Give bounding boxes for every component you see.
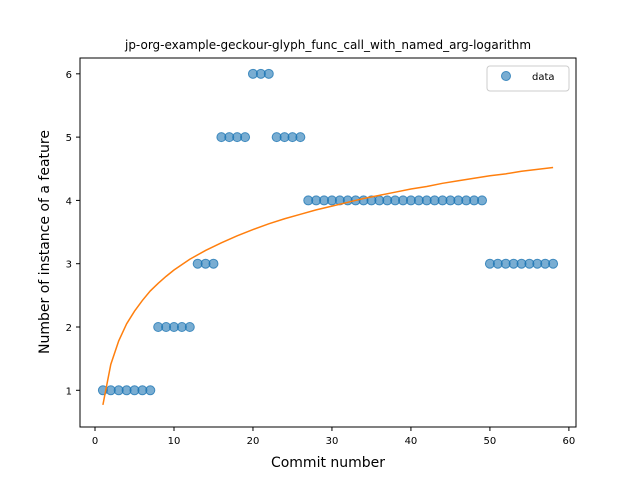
y-tick-label: 1 — [66, 386, 72, 397]
legend-marker-data — [501, 71, 511, 81]
y-tick-label: 2 — [66, 323, 72, 334]
chart-title: jp-org-example-geckour-glyph_func_call_w… — [124, 38, 531, 52]
y-tick-label: 4 — [66, 196, 72, 207]
plot-marks — [97, 68, 559, 405]
plot-frame — [79, 57, 577, 428]
x-tick-label: 40 — [405, 436, 418, 447]
y-tick-label: 3 — [66, 260, 72, 271]
legend: data — [486, 65, 570, 92]
scatter-point — [477, 195, 488, 206]
scatter-point — [240, 132, 251, 143]
scatter-point — [548, 258, 559, 269]
x-axis-ticks: 0 10 20 30 40 50 60 — [92, 427, 575, 447]
y-tick-label: 6 — [66, 70, 72, 81]
x-tick-label: 60 — [563, 436, 576, 447]
y-tick-label: 5 — [66, 133, 72, 144]
scatter-point — [145, 385, 156, 396]
x-tick-label: 50 — [484, 436, 497, 447]
scatter-point — [208, 258, 219, 269]
x-tick-label: 30 — [326, 436, 339, 447]
y-axis-label: Number of instance of a feature — [37, 130, 53, 354]
scatter-point — [295, 132, 306, 143]
legend-box — [486, 65, 570, 92]
x-tick-label: 10 — [168, 436, 181, 447]
x-axis-label: Commit number — [271, 455, 385, 471]
fit-line — [102, 166, 554, 405]
scatter-point — [184, 321, 195, 332]
legend-label-data: data — [532, 72, 555, 83]
x-tick-label: 20 — [247, 436, 260, 447]
y-axis-ticks: 1 2 3 4 5 6 — [66, 70, 80, 397]
x-tick-label: 0 — [92, 436, 98, 447]
scatter-point — [263, 68, 274, 79]
